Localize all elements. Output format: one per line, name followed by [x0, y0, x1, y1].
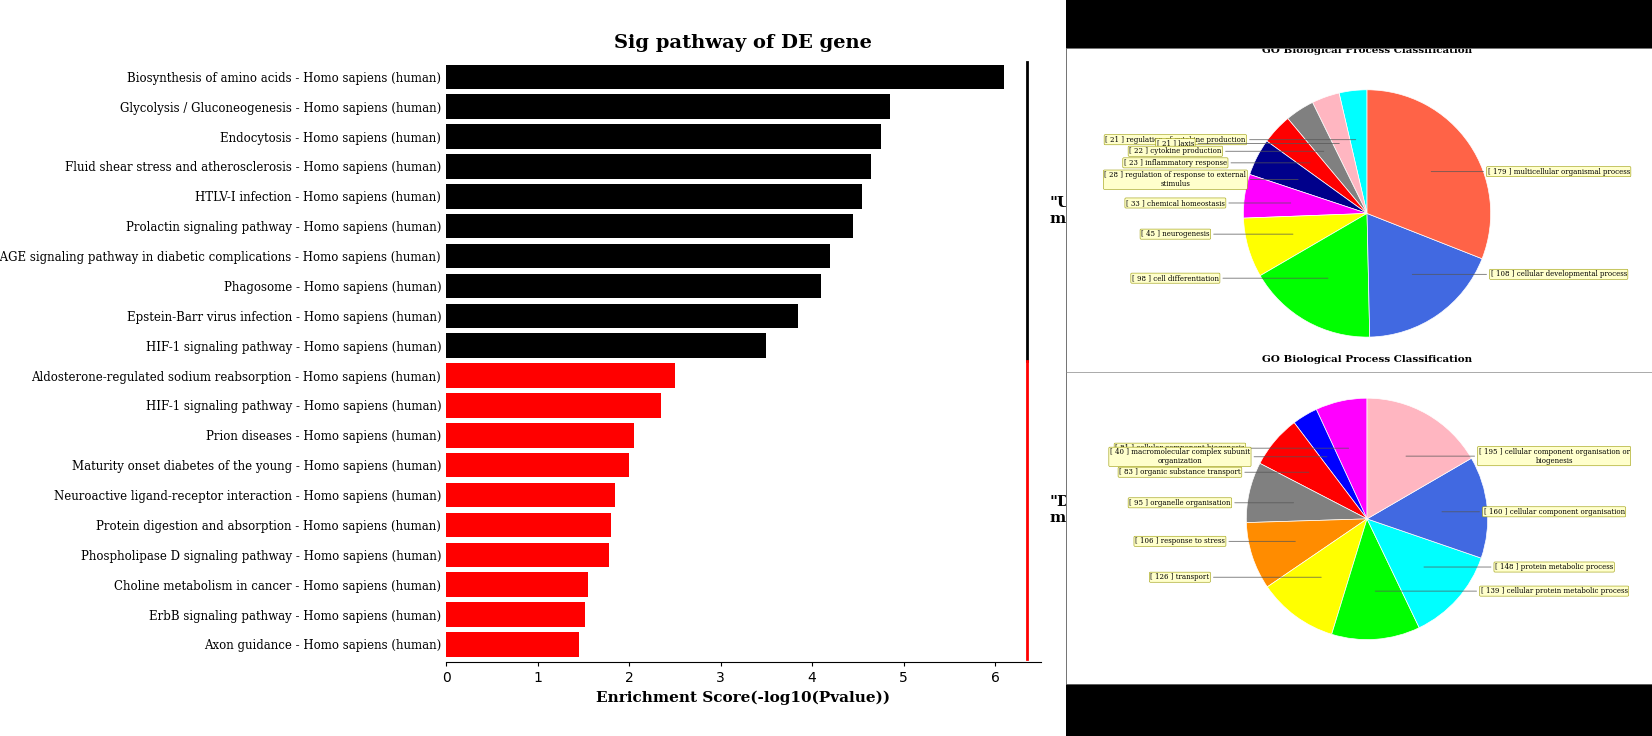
Bar: [446, 244, 831, 269]
Bar: [446, 483, 615, 507]
Title: GO Biological Process Classification: GO Biological Process Classification: [1262, 46, 1472, 55]
Bar: [446, 393, 661, 418]
Text: [ 28 ] regulation of response to external
stimulus: [ 28 ] regulation of response to externa…: [1105, 171, 1298, 188]
Text: [ 126 ] transport: [ 126 ] transport: [1150, 573, 1322, 581]
Wedge shape: [1267, 118, 1368, 213]
Wedge shape: [1368, 213, 1482, 337]
Text: "Down"
m6A-methylated: "Down" m6A-methylated: [1051, 495, 1191, 525]
X-axis label: Enrichment Score(-log10(Pvalue)): Enrichment Score(-log10(Pvalue)): [596, 691, 890, 705]
Wedge shape: [1294, 409, 1368, 519]
Text: [ 108 ] cellular developmental process: [ 108 ] cellular developmental process: [1412, 270, 1627, 278]
Bar: [446, 513, 611, 537]
Text: [ 98 ] cell differentiation: [ 98 ] cell differentiation: [1132, 274, 1328, 282]
Text: [ 45 ] neurogenesis: [ 45 ] neurogenesis: [1142, 230, 1294, 238]
Bar: [446, 154, 872, 179]
Wedge shape: [1368, 459, 1488, 558]
Text: [ 95 ] organelle organisation: [ 95 ] organelle organisation: [1130, 499, 1294, 507]
Title: Sig pathway of DE gene: Sig pathway of DE gene: [615, 34, 872, 52]
Bar: [446, 214, 852, 238]
Title: GO Biological Process Classification: GO Biological Process Classification: [1262, 355, 1472, 364]
Bar: [446, 184, 862, 208]
Text: [ 179 ] multicellular organismal process: [ 179 ] multicellular organismal process: [1431, 168, 1631, 176]
Text: [ 139 ] cellular protein metabolic process: [ 139 ] cellular protein metabolic proce…: [1374, 587, 1627, 595]
Text: [ 81 ] cellular component biogenesis: [ 81 ] cellular component biogenesis: [1115, 444, 1348, 452]
Wedge shape: [1368, 519, 1482, 628]
Wedge shape: [1332, 519, 1419, 640]
Text: [ 148 ] protein metabolic process: [ 148 ] protein metabolic process: [1424, 563, 1614, 571]
Text: [ 83 ] organic substance transport: [ 83 ] organic substance transport: [1118, 468, 1308, 476]
Bar: [446, 333, 767, 358]
Text: [ 33 ] chemical homeostasis: [ 33 ] chemical homeostasis: [1127, 199, 1290, 207]
Bar: [446, 423, 634, 447]
Wedge shape: [1249, 141, 1368, 213]
Bar: [446, 65, 1004, 89]
Wedge shape: [1246, 519, 1368, 587]
Bar: [446, 453, 629, 478]
Wedge shape: [1244, 174, 1368, 218]
Bar: [446, 124, 881, 149]
Text: [ 21 ] laxis: [ 21 ] laxis: [1156, 140, 1340, 147]
Bar: [446, 303, 798, 328]
Bar: [446, 94, 890, 119]
Text: [ 106 ] response to stress: [ 106 ] response to stress: [1135, 537, 1295, 545]
Bar: [446, 364, 674, 388]
Wedge shape: [1368, 90, 1490, 259]
Text: [ 160 ] cellular component organisation: [ 160 ] cellular component organisation: [1442, 508, 1624, 516]
Wedge shape: [1260, 213, 1370, 337]
Bar: [446, 274, 821, 298]
Wedge shape: [1313, 93, 1368, 213]
Wedge shape: [1317, 398, 1368, 519]
Wedge shape: [1267, 519, 1368, 634]
Bar: [446, 632, 578, 657]
Wedge shape: [1289, 102, 1368, 213]
Text: [ 40 ] macromolecular complex subunit
organization: [ 40 ] macromolecular complex subunit or…: [1110, 448, 1327, 465]
Wedge shape: [1340, 90, 1368, 213]
Bar: [446, 542, 610, 567]
Wedge shape: [1260, 422, 1368, 519]
Bar: [446, 573, 588, 597]
Text: [ 22 ] cytokine production: [ 22 ] cytokine production: [1130, 147, 1323, 155]
Text: [ 23 ] inflammatory response: [ 23 ] inflammatory response: [1123, 159, 1310, 167]
Wedge shape: [1246, 464, 1368, 523]
Bar: [446, 602, 585, 627]
Wedge shape: [1244, 213, 1368, 276]
Text: [ 195 ] cellular component organisation or
biogenesis: [ 195 ] cellular component organisation …: [1406, 447, 1629, 464]
Wedge shape: [1368, 398, 1472, 519]
Text: "Up"
m6A-methylated: "Up" m6A-methylated: [1051, 197, 1191, 227]
Text: [ 21 ] regulation of cytokine production: [ 21 ] regulation of cytokine production: [1105, 135, 1356, 144]
